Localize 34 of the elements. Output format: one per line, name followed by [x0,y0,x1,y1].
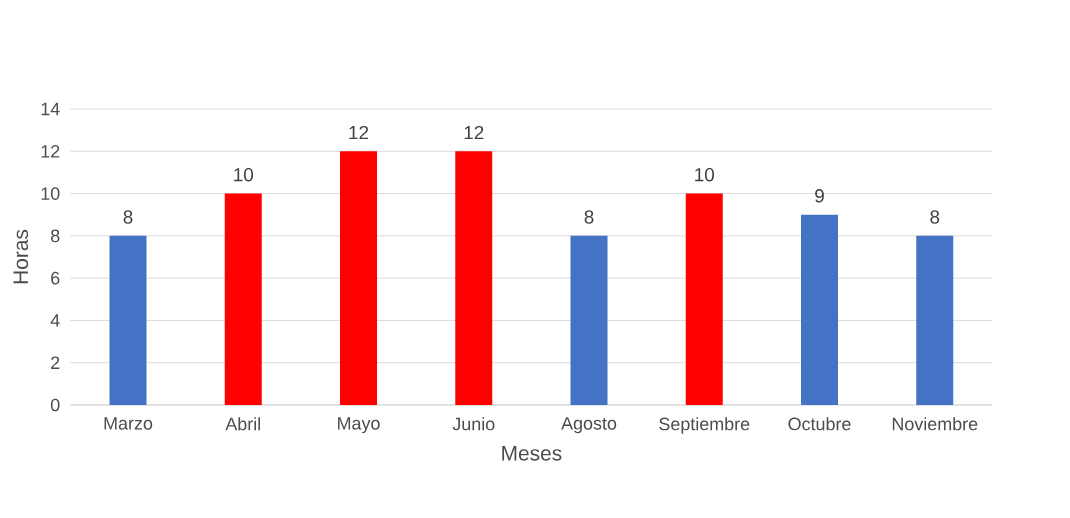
y-tick-label: 12 [41,145,60,158]
bar [685,193,723,405]
data-label: 9 [815,189,824,203]
y-tick-label: 14 [41,102,60,116]
y-axis-title: Horas [13,229,29,284]
data-label: 8 [123,210,133,224]
bar [340,151,378,405]
bar [109,235,147,405]
x-tick-label: Abril [225,417,260,431]
data-label: 8 [584,210,594,224]
data-label: 10 [234,167,254,182]
data-label: 8 [930,210,940,224]
x-axis-title: Meses [502,446,562,461]
bar [801,214,839,405]
bar [455,151,493,405]
y-tick-label: 0 [50,398,60,412]
y-tick-label: 10 [41,187,60,200]
data-label: 10 [695,167,715,182]
x-tick-label: Junio [452,417,495,431]
x-tick-label: Mayo [338,417,380,434]
x-tick-label: Agosto [561,417,617,434]
data-label: 12 [349,125,369,140]
x-tick-label: Septiembre [659,417,750,434]
x-tick-label: Octubre [788,417,851,431]
data-label: 12 [464,125,484,140]
y-tick-label: 6 [51,271,60,285]
y-tick-label: 8 [51,229,60,243]
y-tick-label: 2 [51,356,60,369]
y-tick-label: 4 [50,314,60,327]
x-tick-label: Marzo [104,417,153,430]
bar [916,235,954,405]
bar [224,193,262,405]
x-tick-label: Noviembre [892,417,978,431]
bar [570,235,608,405]
